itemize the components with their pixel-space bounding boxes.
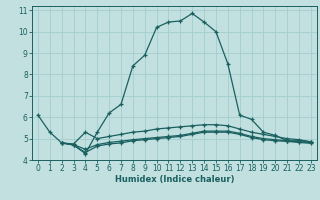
X-axis label: Humidex (Indice chaleur): Humidex (Indice chaleur) — [115, 175, 234, 184]
